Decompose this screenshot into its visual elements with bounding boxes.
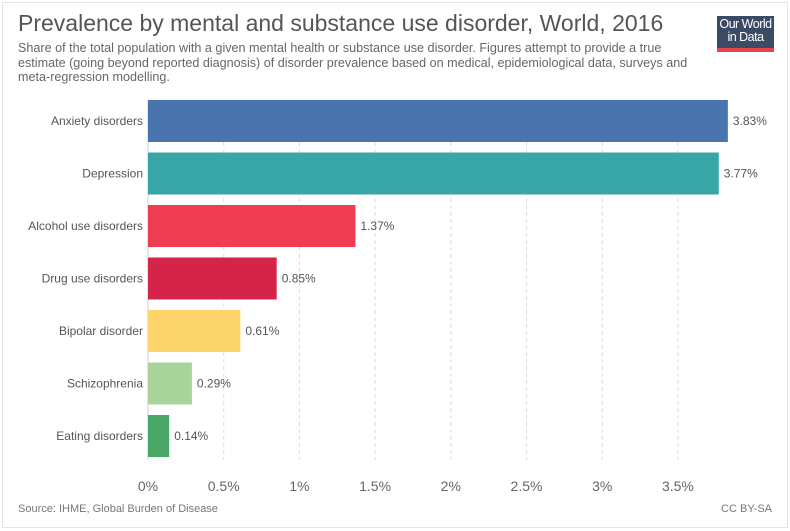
value-label: 1.37%: [360, 219, 394, 233]
owid-logo[interactable]: Our World in Data: [717, 16, 774, 52]
category-label: Anxiety disorders: [51, 114, 143, 128]
value-label: 0.29%: [197, 377, 231, 391]
x-tick-label: 0%: [138, 478, 158, 494]
category-label: Eating disorders: [56, 429, 143, 443]
bar[interactable]: [148, 362, 192, 405]
source-note[interactable]: Source: IHME, Global Burden of Disease: [18, 503, 218, 515]
x-tick-label: 3.5%: [662, 478, 694, 494]
value-label: 3.77%: [724, 167, 758, 181]
x-tick-label: 1%: [289, 478, 309, 494]
x-tick-label: 2%: [441, 478, 461, 494]
category-label: Depression: [82, 167, 143, 181]
bar[interactable]: [148, 310, 241, 352]
bar[interactable]: [148, 152, 719, 195]
category-label: Alcohol use disorders: [28, 219, 143, 233]
chart-title: Prevalence by mental and substance use d…: [18, 10, 664, 36]
logo-line-1: Our World: [719, 17, 772, 31]
logo-line-2: in Data: [727, 30, 764, 44]
category-label: Drug use disorders: [42, 272, 143, 286]
value-label: 0.85%: [282, 272, 316, 286]
bar[interactable]: [148, 100, 728, 142]
value-label: 0.14%: [174, 429, 208, 443]
bar[interactable]: [148, 205, 356, 247]
chart-subtitle: Share of the total population with a giv…: [18, 41, 688, 84]
license-link[interactable]: CC BY-SA: [721, 503, 772, 515]
x-tick-label: 2.5%: [511, 478, 543, 494]
value-label: 0.61%: [245, 324, 279, 338]
x-tick-label: 3%: [592, 478, 612, 494]
value-label: 3.83%: [733, 114, 767, 128]
x-tick-label: 1.5%: [359, 478, 391, 494]
category-label: Bipolar disorder: [59, 324, 143, 338]
bar[interactable]: [148, 257, 277, 300]
category-label: Schizophrenia: [67, 377, 143, 391]
bar[interactable]: [148, 415, 170, 457]
x-tick-label: 0.5%: [208, 478, 240, 494]
